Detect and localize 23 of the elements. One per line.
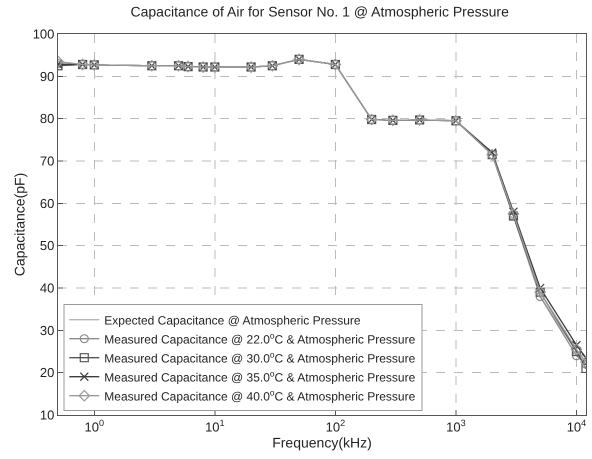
legend-label: Measured Capacitance @ 30.0$^{o}$C & Atmospheric Pressure xyxy=(104,349,416,366)
y-tick-label: 60 xyxy=(40,196,54,211)
chart-title: Capacitance of Air for Sensor No. 1 @ Atmospheric Pressure xyxy=(130,4,510,20)
legend-label: Expected Capacitance @ Atmospheric Pressure xyxy=(104,313,361,328)
y-tick-label: 40 xyxy=(40,280,54,296)
y-tick-label: 100 xyxy=(32,26,54,42)
x-tick-label: 10$^{0}$ xyxy=(84,418,104,435)
y-tick-label: 70 xyxy=(40,154,54,169)
legend-label: Measured Capacitance @ 22.0$^{o}$C & Atmospheric Pressure xyxy=(104,330,416,346)
y-tick-label: 90 xyxy=(40,68,54,84)
legend-label: Measured Capacitance @ 35.0$^{o}$C & Atmospheric Pressure xyxy=(104,368,416,384)
y-tick-label: 30 xyxy=(40,322,54,338)
y-tick-label: 50 xyxy=(40,238,54,254)
y-tick-label: 20 xyxy=(40,365,54,380)
x-tick-label: 10$^{1}$ xyxy=(205,418,225,435)
legend-label: Measured Capacitance @ 40.0$^{o}$C & Atmospheric Pressure xyxy=(104,387,416,404)
x-axis-title: Frequency(kHz) xyxy=(272,434,372,451)
y-tick-label: 80 xyxy=(40,111,54,126)
y-axis-title: Capacitance(pF) xyxy=(11,172,28,276)
x-tick-label: 10$^{3}$ xyxy=(446,418,466,435)
x-tick-label: 10$^{4}$ xyxy=(566,418,586,435)
x-tick-label: 10$^{2}$ xyxy=(326,418,346,435)
y-tick-label: 10 xyxy=(40,408,54,423)
